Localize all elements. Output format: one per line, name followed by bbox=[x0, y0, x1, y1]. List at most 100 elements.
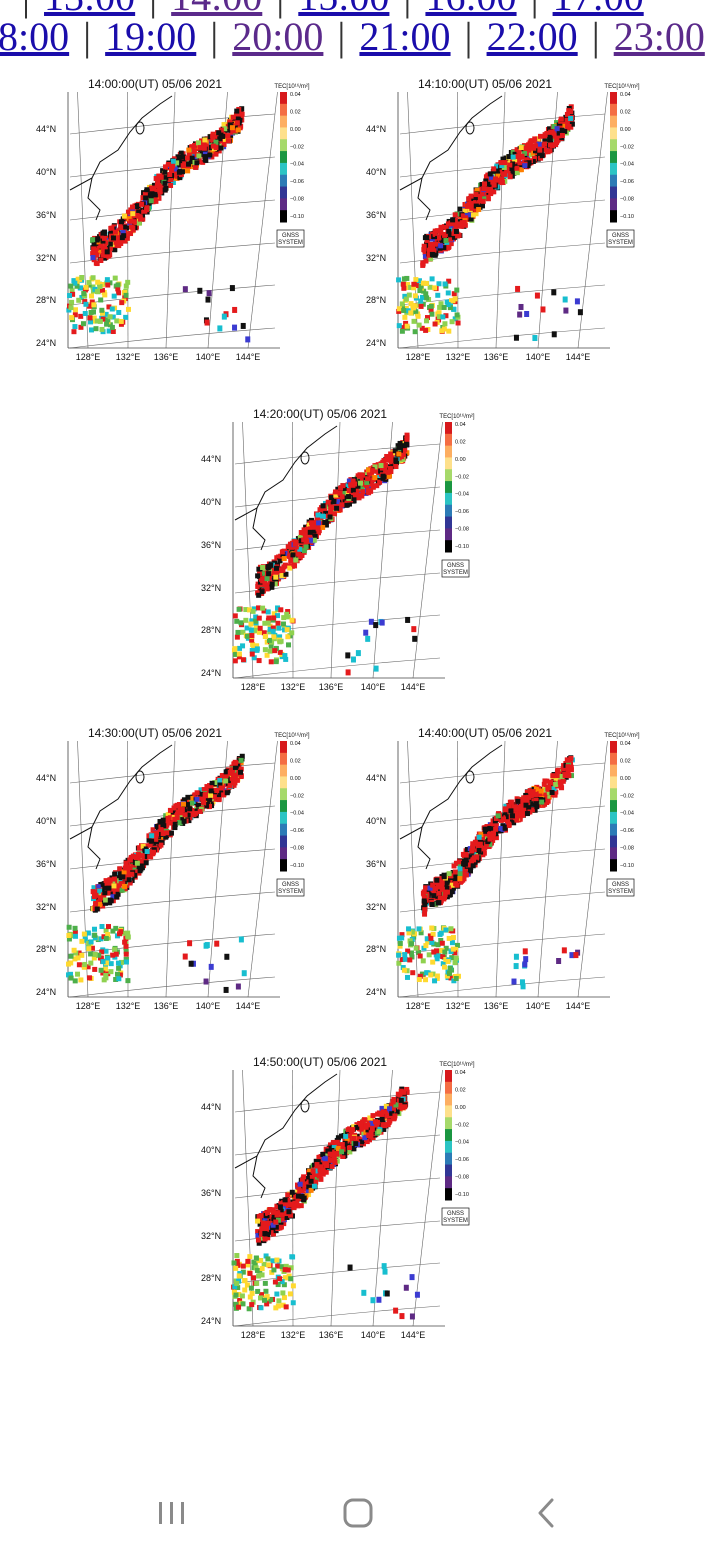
time-link-19[interactable]: 19:00 bbox=[105, 14, 197, 59]
tec-dot bbox=[489, 826, 495, 832]
tec-dot bbox=[232, 306, 238, 313]
tec-dot bbox=[306, 1192, 312, 1198]
tec-dot bbox=[174, 173, 180, 179]
tec-dot bbox=[468, 193, 474, 199]
map-title: 14:20:00(UT) 05/06 2021 bbox=[253, 407, 387, 421]
tec-dot bbox=[95, 236, 101, 242]
tec-dot bbox=[224, 790, 230, 796]
tec-map-svg: 14:20:00(UT) 05/06 202144°N40°N36°N32°N2… bbox=[201, 407, 475, 692]
tec-map-image[interactable]: 14:40:00(UT) 05/06 2021 44°N 40°N 36°N 32°N 2… bbox=[360, 719, 660, 1019]
tec-dot bbox=[402, 293, 408, 299]
tec-dot bbox=[517, 311, 523, 318]
tec-dot bbox=[109, 324, 115, 330]
tec-dot bbox=[368, 618, 374, 625]
tec-map-image[interactable]: 14:50:00(UT) 05/06 2021 44°N 40°N 36°N 32°N 2… bbox=[195, 1048, 495, 1348]
tec-dot bbox=[362, 1135, 368, 1141]
tec-dot bbox=[223, 778, 229, 784]
tec-map-image[interactable]: 14:00:00(UT) 05/06 2021 44°N 40°N 36°N 32°N 2… bbox=[30, 70, 330, 370]
tec-dot bbox=[158, 842, 164, 848]
tec-dot bbox=[346, 1145, 352, 1151]
tec-dot bbox=[265, 1256, 271, 1262]
tec-dot bbox=[487, 171, 493, 177]
time-link-14[interactable]: 14:00 bbox=[171, 0, 262, 19]
tec-dot bbox=[223, 769, 229, 775]
tec-dot bbox=[270, 1258, 276, 1264]
tec-map-image[interactable]: 14:10:00(UT) 05/06 2021 44°N 40°N 36°N 32°N 2… bbox=[360, 70, 660, 370]
tec-dot bbox=[255, 1288, 261, 1294]
tec-dot bbox=[112, 229, 118, 235]
tec-dot bbox=[386, 1103, 392, 1109]
tec-dot bbox=[83, 301, 89, 307]
tec-dot bbox=[548, 129, 554, 135]
tec-dot bbox=[242, 1278, 248, 1284]
tec-dot bbox=[243, 617, 249, 623]
tec-dot bbox=[88, 319, 94, 325]
tec-dot bbox=[111, 293, 117, 299]
tec-dot bbox=[376, 475, 382, 481]
tec-dot bbox=[400, 456, 406, 462]
colorbar-tick: 0.02 bbox=[620, 109, 631, 115]
tec-dot bbox=[335, 1146, 341, 1152]
tec-dot bbox=[444, 889, 450, 895]
tec-dot bbox=[536, 791, 542, 797]
tec-dot bbox=[530, 158, 536, 164]
tec-dot bbox=[288, 1265, 294, 1271]
tec-dot bbox=[454, 287, 460, 293]
tec-dot bbox=[172, 816, 178, 822]
tec-dot bbox=[513, 334, 519, 341]
tec-dot bbox=[343, 1133, 349, 1139]
time-link-17[interactable]: 17:00 bbox=[553, 0, 644, 19]
tec-dot bbox=[450, 220, 456, 226]
tec-dot bbox=[428, 307, 434, 313]
tec-map-image[interactable]: 14:30:00(UT) 05/06 2021 44°N 40°N 36°N 32°N 2… bbox=[30, 719, 330, 1019]
tec-map-image[interactable]: 14:20:00(UT) 05/06 2021 44°N 40°N 36°N 32°N 2… bbox=[195, 400, 495, 700]
tec-dot bbox=[78, 977, 84, 983]
time-link-23[interactable]: 23:00 bbox=[613, 14, 705, 59]
tec-dot bbox=[253, 627, 259, 633]
tec-dot bbox=[411, 626, 417, 633]
longitude-label: 140°E bbox=[196, 1001, 221, 1011]
tec-dot bbox=[114, 894, 120, 900]
tec-dot bbox=[405, 616, 411, 623]
tec-dot bbox=[124, 235, 130, 241]
time-link-21[interactable]: 21:00 bbox=[359, 14, 451, 59]
tec-dot bbox=[206, 803, 212, 809]
tec-dot bbox=[153, 176, 159, 182]
tec-dot bbox=[537, 133, 543, 139]
time-link-16[interactable]: 16:00 bbox=[425, 0, 516, 19]
tec-dot bbox=[307, 537, 313, 543]
tec-dot bbox=[331, 1140, 337, 1146]
tec-dot bbox=[226, 138, 232, 144]
tec-dot bbox=[479, 191, 485, 197]
latitude-line bbox=[399, 933, 606, 955]
tec-dot bbox=[515, 798, 521, 804]
tec-dot bbox=[413, 277, 419, 283]
tec-dot bbox=[442, 232, 448, 238]
tec-dot bbox=[158, 174, 164, 180]
tec-dot bbox=[91, 246, 97, 252]
tec-dot bbox=[281, 564, 287, 570]
tec-dot bbox=[521, 809, 527, 815]
tec-dot bbox=[524, 310, 530, 317]
tec-dot bbox=[154, 182, 160, 188]
tec-dot bbox=[130, 225, 136, 231]
tec-dot bbox=[284, 1215, 290, 1221]
tec-dot bbox=[421, 288, 427, 294]
colorbar-segment bbox=[280, 788, 287, 801]
time-link-18[interactable]: 18:00 bbox=[0, 14, 70, 59]
time-link-22[interactable]: 22:00 bbox=[486, 14, 578, 59]
tec-dot bbox=[256, 629, 262, 635]
tec-dot bbox=[202, 137, 208, 143]
time-link-20[interactable]: 20:00 bbox=[232, 14, 324, 59]
tec-dot bbox=[446, 935, 452, 941]
tec-dot bbox=[174, 815, 180, 821]
time-link-15[interactable]: 15:00 bbox=[298, 0, 389, 19]
colorbar-tick: 0.04 bbox=[290, 92, 301, 98]
tec-dot bbox=[470, 841, 476, 847]
tec-dot bbox=[105, 932, 111, 938]
time-link-13[interactable]: 13:00 bbox=[44, 0, 135, 19]
tec-dot bbox=[254, 643, 260, 649]
tec-dot bbox=[97, 284, 103, 290]
tec-dot bbox=[559, 773, 565, 779]
tec-dot bbox=[425, 242, 431, 248]
